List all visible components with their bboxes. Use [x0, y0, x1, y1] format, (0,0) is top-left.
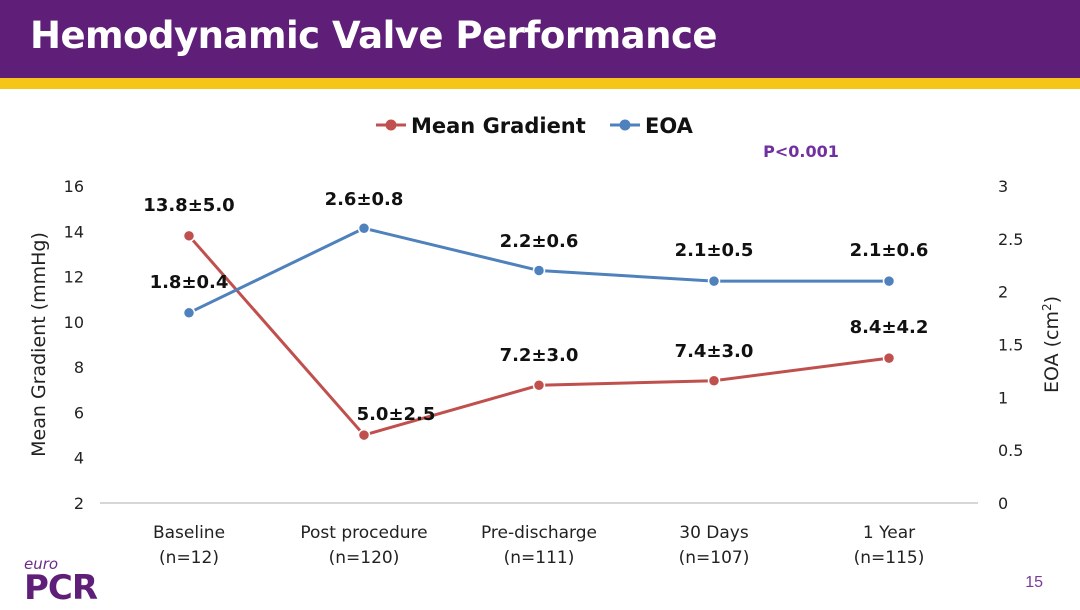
line-chart: 2 4 6 8 10 12 14 16 0 0.5 1 1.5 2 2.5 3 Mean Gradient (…: [28, 114, 1063, 568]
data-point-mean-gradient: [707, 374, 721, 387]
page-number: 15: [1025, 574, 1043, 591]
y-left-tick-label: 4: [74, 449, 84, 468]
y-left-tick-label: 6: [74, 403, 84, 422]
data-point-mean-gradient: [357, 428, 371, 442]
data-label: 2.1±0.6: [850, 240, 929, 261]
data-point-eoa: [882, 274, 896, 288]
slide-title: Hemodynamic Valve Performance: [30, 14, 717, 57]
data-point-eoa: [707, 274, 721, 288]
title-bar: Hemodynamic Valve Performance: [0, 0, 1080, 78]
data-label: 1.8±0.4: [150, 272, 229, 293]
x-category-label: 1 Year: [863, 523, 915, 543]
data-point-eoa: [357, 222, 371, 235]
y-right-tick-label: 2.5: [998, 230, 1023, 249]
y-left-axis-title: Mean Gradient (mmHg): [28, 232, 50, 457]
logo-euro-text: euro: [24, 555, 59, 573]
data-label: 2.2±0.6: [500, 231, 579, 252]
data-label: 8.4±4.2: [850, 317, 929, 338]
data-label: 13.8±5.0: [143, 195, 234, 216]
y-left-tick-label: 14: [64, 222, 84, 241]
p-value-annotation: P<0.001: [763, 142, 839, 161]
x-category-count: (n=107): [679, 548, 750, 568]
x-category-count: (n=115): [854, 548, 925, 568]
y-right-tick-label: 1: [998, 388, 1008, 407]
legend-mean-gradient-marker: [385, 119, 397, 131]
data-label: 7.2±3.0: [500, 345, 579, 366]
legend-eoa-marker: [619, 119, 631, 131]
y-right-tick-label: 1.5: [998, 336, 1023, 355]
data-point-mean-gradient: [532, 379, 546, 392]
x-category-label: Baseline: [153, 523, 225, 543]
x-category-count: (n=120): [329, 548, 400, 568]
data-point-eoa: [532, 264, 546, 277]
y-right-tick-label: 0.5: [998, 441, 1023, 460]
data-label: 2.1±0.5: [675, 240, 754, 261]
x-category-count: (n=12): [159, 548, 219, 568]
x-category-label: Pre-discharge: [481, 523, 597, 543]
y-right-tick-label: 0: [998, 494, 1008, 513]
y-right-axis-title: EOA (cm2): [1040, 296, 1063, 393]
legend-eoa-label: EOA: [645, 114, 694, 138]
y-right-tick-label: 2: [998, 283, 1008, 302]
x-category-label: Post procedure: [300, 523, 427, 543]
y-left-tick-label: 10: [64, 313, 84, 332]
data-label: 7.4±3.0: [675, 341, 754, 362]
y-left-tick-label: 2: [74, 494, 84, 513]
y-left-tick-label: 16: [64, 177, 84, 196]
y-right-tick-label: 3: [998, 177, 1008, 196]
data-point-mean-gradient: [882, 351, 896, 365]
data-point-mean-gradient: [182, 229, 196, 243]
accent-stripe: [0, 78, 1080, 89]
data-label: 5.0±2.5: [357, 404, 436, 425]
data-label: 2.6±0.8: [325, 189, 404, 210]
legend-mean-gradient-label: Mean Gradient: [411, 114, 586, 138]
data-point-eoa: [182, 306, 196, 320]
x-category-label: 30 Days: [679, 523, 749, 543]
europcr-logo: euro PCR: [24, 555, 98, 608]
x-category-count: (n=111): [504, 548, 575, 568]
y-left-tick-label: 12: [64, 268, 84, 287]
logo-pcr-text: PCR: [24, 568, 98, 608]
y-left-tick-label: 8: [74, 358, 84, 377]
